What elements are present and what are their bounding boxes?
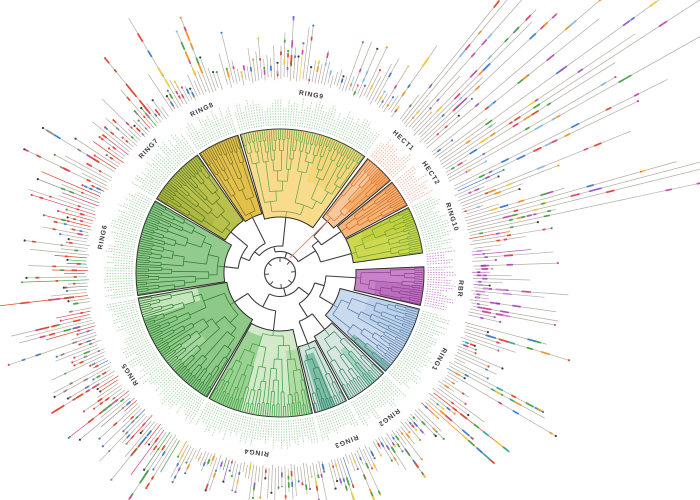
- annot-HECT2: [431, 0, 700, 182]
- clade-outline: [155, 154, 244, 241]
- annot-RING10: [453, 79, 700, 246]
- clade-RING8: [198, 134, 263, 223]
- clade-dendrogram: [156, 155, 232, 234]
- clade-dendrogram: [351, 208, 423, 259]
- annot-RING5: [7, 307, 180, 500]
- leaf-labels: [395, 166, 434, 204]
- annot-RING4: [170, 440, 328, 500]
- clade-subwedge: [373, 281, 424, 306]
- clade-dendrogram: [324, 329, 384, 400]
- clade-dendrogram: [135, 201, 225, 295]
- leaf-labels: [234, 98, 381, 154]
- leaf-labels: [411, 196, 454, 252]
- clade-dendrogram: [138, 291, 239, 397]
- clade-label-RBR: RBR: [456, 280, 464, 298]
- annot-RING3: [328, 445, 382, 500]
- clade-dendrogram: [200, 135, 256, 218]
- annot-RING7: [41, 57, 169, 173]
- clade-outline: [321, 158, 392, 229]
- clade-dendrogram: [332, 297, 420, 371]
- leaf-labels: [103, 191, 152, 299]
- clade-label-RING3: RING3: [333, 433, 359, 449]
- clade-dendrogram: [209, 330, 312, 418]
- leaf-labels: [370, 139, 412, 178]
- annot-RING2: [372, 408, 445, 479]
- clade-RING9: [239, 128, 366, 229]
- clade-label-RING10: RING10: [444, 202, 460, 233]
- annot-RING8: [128, 16, 223, 112]
- annot-RING1: [421, 322, 570, 465]
- clade-label-RING2: RING2: [376, 407, 400, 428]
- root-ring-stubs: [264, 257, 296, 289]
- clade-dendrogram: [340, 182, 407, 232]
- root-ring: [263, 256, 297, 290]
- leaf-labels: [185, 107, 237, 151]
- clade-outline: [313, 322, 385, 401]
- leaf-labels: [131, 133, 195, 197]
- leaf-label-marks: [103, 98, 457, 449]
- clade-outline: [198, 134, 263, 223]
- clade-subwedge: [350, 334, 391, 372]
- clade-label-RING9: RING9: [298, 90, 324, 101]
- leaf-labels: [316, 404, 359, 441]
- annot-RING6: [0, 148, 113, 307]
- clade-branches: [135, 128, 425, 418]
- annot-RING9: [218, 15, 438, 118]
- leaf-labels: [105, 299, 205, 424]
- clade-label-RING8: RING8: [189, 101, 215, 118]
- clade-label-RING6: RING6: [97, 224, 109, 250]
- center-skeleton: [224, 217, 356, 344]
- clade-subwedge: [306, 134, 365, 197]
- leaf-labels: [388, 310, 451, 390]
- leaf-labels: [195, 401, 319, 449]
- hect-highlight-branch: [289, 220, 329, 259]
- clade-wedge: [199, 135, 262, 222]
- clade-outline: [297, 339, 348, 414]
- clade-RBR: [353, 266, 425, 306]
- clade-label-HECT1: HECT1: [391, 129, 415, 152]
- clade-dendrogram: [355, 267, 425, 305]
- clade-outline: [345, 206, 424, 264]
- leaf-labels: [423, 250, 457, 311]
- annot-RBR: [468, 244, 569, 327]
- root-skeleton: [224, 217, 356, 344]
- clade-label-RING4: RING4: [243, 447, 269, 457]
- clade-label-RING1: RING1: [430, 346, 448, 372]
- clade-dendrogram: [326, 159, 390, 222]
- clade-dendrogram: [241, 128, 364, 218]
- clade-dendrogram: [304, 343, 346, 413]
- annot-HECT1: [399, 0, 602, 149]
- clade-outline: [336, 181, 408, 239]
- leaf-labels: [351, 376, 407, 427]
